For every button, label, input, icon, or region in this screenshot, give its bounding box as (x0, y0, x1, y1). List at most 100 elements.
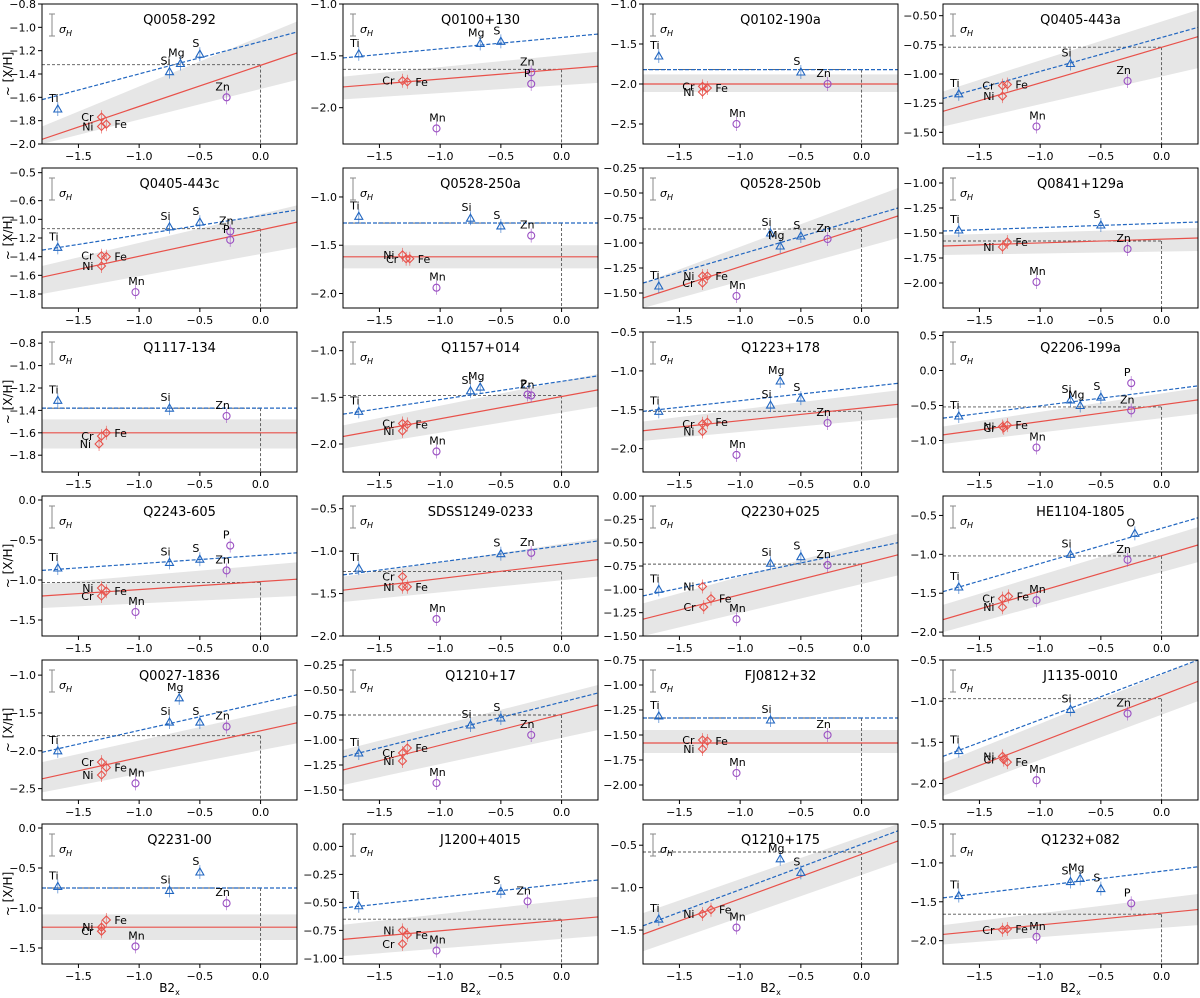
element-label: Ti (649, 39, 659, 52)
data-point-fe (702, 417, 713, 428)
x-tick-label: −1.0 (126, 478, 153, 491)
data-point-si (465, 719, 476, 729)
x-tick-label: −1.5 (666, 478, 693, 491)
data-point-ti (52, 881, 63, 890)
data-point-mn (432, 614, 441, 624)
element-label: S (793, 540, 800, 553)
confidence-band (643, 74, 898, 92)
data-point-zn (823, 561, 832, 570)
element-label: S (1093, 872, 1100, 885)
y-tick-label: 0.0 (19, 494, 37, 507)
y-tick-label: −1.00 (603, 583, 637, 596)
data-point-si (164, 66, 175, 76)
sigma-h-indicator: σH (950, 669, 973, 694)
element-label: Cr (382, 417, 395, 430)
data-point-zn (222, 93, 231, 102)
iron-peak-fit-line (42, 722, 297, 780)
x-tick-label: −0.5 (487, 478, 514, 491)
y-tick-label: −1.75 (903, 252, 937, 265)
x-tick-label: 0.0 (853, 970, 871, 983)
plot-area (643, 709, 898, 800)
y-tick-label: 0.00 (313, 840, 338, 853)
y-tick-label: −0.75 (603, 560, 637, 573)
sigma-h-indicator: σH (49, 833, 72, 858)
y-tick-label: −0.50 (303, 684, 337, 697)
element-label: Mn (1029, 583, 1045, 596)
data-point-zn (222, 411, 231, 421)
iron-peak-fit-line (643, 554, 898, 620)
element-label: Cr (382, 75, 395, 88)
x-tick-label: −1.5 (966, 478, 993, 491)
element-label: Ti (349, 889, 359, 902)
x-tick-label: −1.5 (366, 970, 393, 983)
element-label: Ti (649, 572, 659, 585)
data-point-zn (527, 391, 536, 400)
data-point-p (1127, 899, 1136, 908)
data-point-ni (96, 261, 107, 271)
x-tick-label: −1.5 (966, 642, 993, 655)
data-point-ni (997, 91, 1008, 101)
y-tick-label: −0.5 (610, 326, 637, 339)
element-label: Ni (383, 755, 394, 768)
y-tick-label: −1.2 (9, 382, 36, 395)
panel-title: Q1157+014 (441, 341, 520, 356)
data-point-fe (402, 419, 413, 430)
data-point-si (465, 385, 476, 395)
element-label: Fe (415, 418, 428, 431)
element-label: S (793, 219, 800, 232)
iron-peak-fit-line (643, 403, 898, 432)
sigma-label: σH (59, 515, 72, 530)
data-point-ti (653, 913, 664, 923)
plot-frame (41, 331, 298, 473)
plot-frame (642, 331, 899, 473)
element-label: Mg (468, 370, 484, 383)
data-point-fe (702, 83, 713, 93)
element-label: Ti (48, 92, 58, 105)
data-point-mg (174, 692, 185, 702)
plot-frame (942, 659, 1199, 801)
element-label: S (793, 55, 800, 68)
plot-frame (642, 823, 899, 965)
data-point-ti (653, 406, 664, 415)
plot-area (643, 188, 898, 308)
y-tick-label: −0.8 (9, 0, 36, 11)
data-point-cr (998, 423, 1009, 433)
element-label: Mn (1029, 763, 1045, 776)
panel-title: Q0058-292 (143, 13, 216, 28)
sigma-h-indicator: σH (350, 341, 373, 366)
x-tick-label: −0.5 (1087, 478, 1114, 491)
element-label: Ni (683, 743, 694, 756)
data-point-cr (998, 754, 1009, 765)
x-tick-label: −0.5 (186, 478, 213, 491)
y-tick-label: −1.2 (9, 232, 36, 245)
y-tick-label: −0.25 (603, 162, 637, 175)
iron-peak-fit-line (943, 36, 1198, 112)
sigma-h-indicator: σH (49, 505, 72, 530)
data-point-cr (997, 924, 1008, 935)
iron-peak-fit-line (343, 389, 598, 438)
element-label: Cr (984, 754, 997, 767)
confidence-band (643, 730, 898, 753)
x-tick-label: −1.0 (1027, 478, 1054, 491)
data-point-fe (101, 915, 112, 925)
data-point-mn (1032, 596, 1041, 605)
confidence-band (42, 21, 297, 144)
y-tick-label: −1.00 (903, 177, 937, 190)
y-tick-label: −1.5 (310, 391, 337, 404)
data-point-fe (101, 586, 112, 596)
element-label: Si (160, 55, 170, 68)
element-label: Ni (82, 582, 93, 595)
sigma-label: σH (960, 679, 973, 694)
x-tick-label: 0.0 (853, 150, 871, 163)
y-tick-label: −0.5 (9, 534, 36, 547)
x-tick-label: −0.5 (487, 970, 514, 983)
data-point-ni (397, 925, 408, 936)
data-point-mn (432, 946, 441, 955)
y-tick-label: −1.5 (610, 38, 637, 51)
element-label: Ni (383, 581, 394, 594)
